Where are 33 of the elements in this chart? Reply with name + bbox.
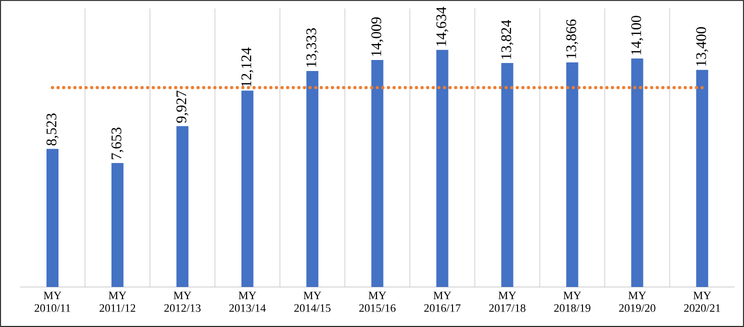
x-tick-label: MY 2015/16 <box>359 292 396 312</box>
bar <box>371 60 384 287</box>
x-tick-label: MY 2020/21 <box>684 292 720 312</box>
x-tick-label: MY 2013/14 <box>229 292 266 312</box>
data-label: 9,927 <box>176 90 188 123</box>
data-label: 12,124 <box>241 48 254 86</box>
data-label: 14,100 <box>631 16 644 54</box>
x-tick-label: MY 2019/20 <box>619 292 656 312</box>
bar <box>631 58 644 287</box>
bar <box>566 62 578 287</box>
data-label: 13,866 <box>566 20 578 58</box>
data-label: 13,333 <box>306 28 318 67</box>
x-tick-label: MY 2010/11 <box>34 292 70 312</box>
bar <box>436 50 448 287</box>
x-tick-label: MY 2014/15 <box>294 292 330 312</box>
x-tick-label: MY 2011/12 <box>100 292 136 312</box>
data-label: 13,824 <box>501 20 514 59</box>
bar <box>111 163 124 287</box>
data-label: 14,009 <box>371 17 384 56</box>
data-label: 8,523 <box>46 114 58 146</box>
bar <box>241 90 254 287</box>
data-label: 14,634 <box>436 6 448 46</box>
bar <box>501 63 514 287</box>
bar <box>176 126 188 287</box>
x-tick-label: MY 2018/19 <box>554 292 590 312</box>
bar <box>696 70 708 287</box>
bar <box>306 70 318 287</box>
data-label: 13,400 <box>696 27 708 66</box>
data-label: 7,653 <box>111 128 124 160</box>
x-tick-label: MY 2016/17 <box>424 292 461 312</box>
x-tick-label: MY 2017/18 <box>489 292 526 312</box>
bar <box>46 148 58 287</box>
x-tick-label: MY 2012/13 <box>164 292 201 312</box>
